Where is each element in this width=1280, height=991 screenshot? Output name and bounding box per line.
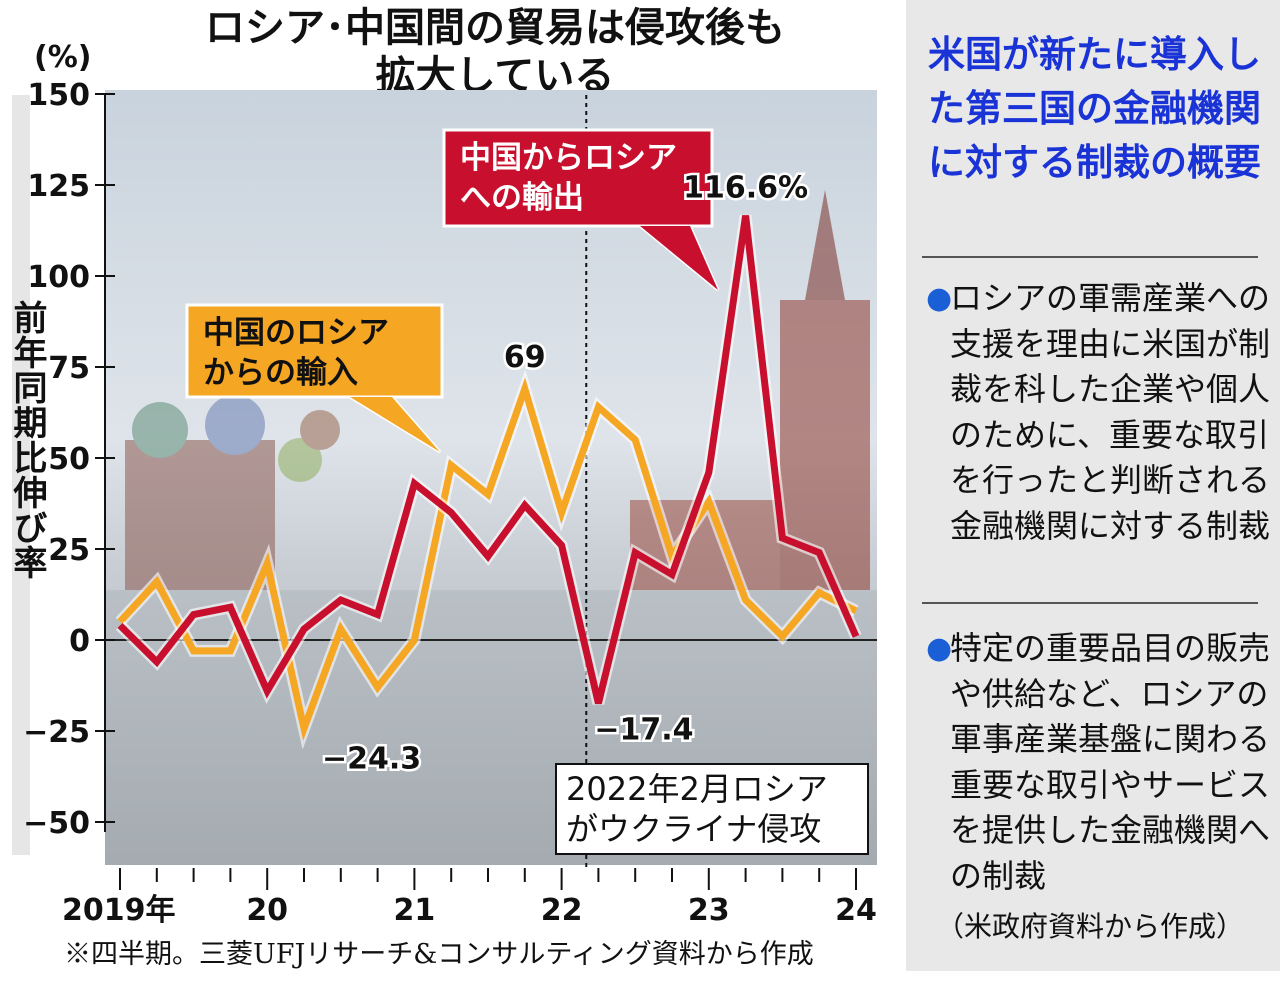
x-tick-label: 22 [541, 893, 583, 928]
panel-divider [922, 602, 1258, 604]
x-tick-label: 2019年 [62, 893, 176, 928]
invasion-label: がウクライナ侵攻 [566, 810, 821, 848]
chart-footnote: ※四半期。三菱UFJリサーチ&コンサルティング資料から作成 [64, 939, 814, 970]
y-tick-label: 100 [27, 260, 90, 295]
y-tick-label: 25 [48, 533, 90, 568]
data-label: 69 [504, 340, 546, 375]
chart-title-line-1: ロシア･中国間の貿易は侵攻後も [205, 5, 785, 51]
callout-label: 中国からロシア [460, 140, 677, 176]
callout-box [185, 303, 444, 399]
y-tick-label: −25 [23, 715, 90, 750]
panel-bullet-text: 特定の重要品目の販売や供給など、ロシアの軍事産業基盤に関わる重要な取引やサービス… [950, 629, 1271, 895]
x-tick-label: 23 [688, 893, 730, 928]
chart-title: ロシア･中国間の貿易は侵攻後も 拡大している [110, 4, 880, 100]
callout-label: への輸出 [460, 180, 584, 216]
data-annotations: 69 −24.3 116.6% −17.4 [320, 168, 811, 779]
y-axis-unit: (%) [34, 40, 92, 75]
line-chart: 150 125 100 75 50 25 0 −25 −50 2019年 20 21 22 23 24 中… [23, 78, 877, 928]
series-lines [115, 214, 862, 750]
data-label: −17.4 [594, 712, 693, 747]
panel-divider [922, 256, 1258, 258]
panel-bullet-text: ロシアの軍需産業への支援を理由に米国が制裁を科した企業や個人のために、重要な取引… [950, 279, 1271, 545]
panel-bullet-1: ● ロシアの軍需産業への支援を理由に米国が制裁を科した企業や個人のために、重要な… [926, 276, 1270, 549]
exports-line [117, 215, 860, 705]
x-tick-label: 20 [246, 893, 288, 928]
y-tick-label: −50 [23, 806, 90, 841]
callout-label: からの輸入 [203, 355, 358, 391]
y-axis-label-band [12, 95, 30, 855]
invasion-label: 2022年2月ロシア [566, 770, 828, 808]
callout-pointer-fill [640, 226, 718, 290]
panel-bullet-2: ● 特定の重要品目の販売や供給など、ロシアの軍事産業基盤に関わる重要な取引やサー… [926, 626, 1270, 899]
data-label: −24.3 [322, 741, 421, 776]
data-label: 116.6% [683, 171, 808, 206]
y-tick-label: 150 [27, 78, 90, 113]
y-tick-label: 125 [27, 169, 90, 204]
y-ticks: 150 125 100 75 50 25 0 −25 −50 [23, 78, 115, 841]
panel-source: （米政府資料から作成） [936, 910, 1245, 943]
y-tick-label: 75 [48, 351, 90, 386]
y-axis-label: 前年同期比伸び率 [7, 300, 47, 580]
x-ticks: 2019年 20 21 22 23 24 [62, 868, 877, 928]
x-tick-label: 24 [835, 893, 877, 928]
y-tick-label: 50 [48, 442, 90, 477]
y-tick-label: 0 [69, 624, 90, 659]
panel-title: 米国が新たに導入した第三国の金融機関に対する制裁の概要 [928, 33, 1261, 184]
bullet-dot-icon: ● [926, 281, 953, 316]
invasion-label-box [555, 763, 869, 855]
sanctions-panel: 米国が新たに導入した第三国の金融機関に対する制裁の概要 ● ロシアの軍需産業への… [906, 0, 1280, 971]
x-tick-label: 21 [394, 893, 436, 928]
callout-pointer-fill [350, 397, 440, 452]
callout-label: 中国のロシア [203, 315, 389, 351]
bullet-dot-icon: ● [926, 631, 953, 666]
callout-box [442, 128, 714, 228]
